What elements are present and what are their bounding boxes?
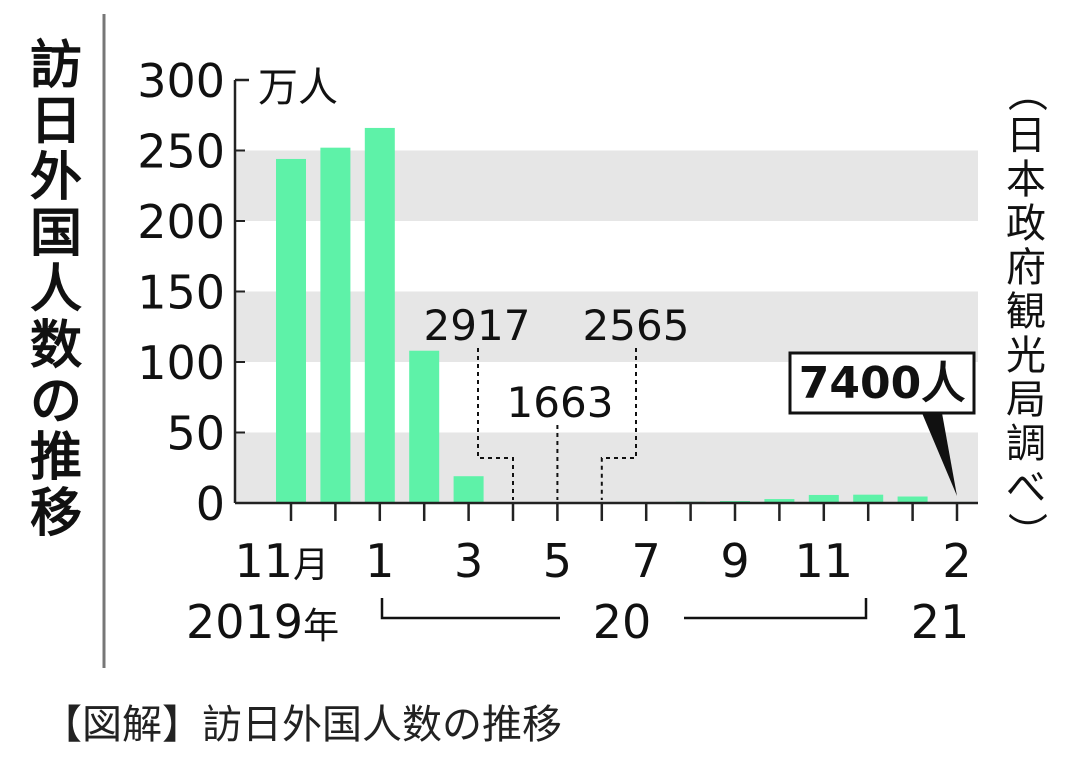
y-tick-label: 300 (137, 54, 225, 108)
source-glyph: ） (1003, 512, 1049, 552)
chart-figure: 訪日外国人数の推移 万人 300 250 200 150 100 50 0 11 月 1 3 5 7 9 11… (24, 14, 1054, 668)
title-glyph: 国 (29, 204, 82, 264)
annotation-june: 2565 (583, 301, 690, 350)
bar (276, 158, 306, 503)
year-label-2021: 21 (911, 595, 970, 649)
y-axis-unit: 万人 (258, 65, 338, 111)
annotation-may: 1663 (507, 378, 614, 427)
source-glyph: 局 (1006, 377, 1046, 423)
y-tick-label: 100 (137, 336, 225, 390)
x-tick-label: 7 (632, 534, 661, 588)
title-glyph: 数 (29, 316, 82, 376)
y-tick-label: 0 (196, 477, 225, 531)
bar (364, 127, 395, 503)
year-bracket-2020-left (380, 598, 560, 620)
bar (764, 499, 795, 503)
source-glyph: 光 (1006, 333, 1046, 379)
x-tick-label: 2 (942, 534, 971, 588)
bar (453, 476, 484, 503)
year-label-2020: 20 (593, 595, 652, 649)
x-tick-label: 11 (234, 534, 293, 588)
source-glyph: べ (1006, 465, 1046, 511)
grid-band (235, 291, 978, 362)
source-glyph: 観 (1006, 289, 1046, 335)
y-tick-label: 200 (137, 195, 225, 249)
figure-caption: 【図解】訪日外国人数の推移 (42, 702, 562, 748)
title-glyph: 人 (29, 260, 82, 320)
callout-pointer (922, 413, 957, 496)
title-glyph: 日 (29, 92, 82, 152)
title-glyph: の (29, 372, 82, 432)
y-tick-label: 150 (137, 266, 225, 320)
year-bracket-2020-right (684, 598, 868, 620)
title-glyph: 移 (29, 484, 82, 544)
source-glyph: 調 (1006, 421, 1046, 467)
annotation-april: 2917 (424, 301, 531, 350)
y-tick-label: 50 (166, 407, 225, 461)
source-glyph: 政 (1006, 201, 1046, 247)
x-tick-label: 5 (543, 534, 572, 588)
source-glyph: 本 (1006, 157, 1046, 203)
x-tick-label: 9 (720, 534, 749, 588)
title-glyph: 推 (29, 428, 82, 488)
source-note: （日本政府観光局調べ） (998, 70, 1054, 554)
bar (320, 147, 351, 503)
callout-box (788, 351, 976, 415)
title-glyph: 外 (29, 148, 82, 208)
source-glyph: 府 (1006, 245, 1046, 291)
source-glyph: （ (1003, 72, 1049, 112)
year-label-2019: 2019年 (186, 595, 339, 649)
bar (853, 494, 884, 503)
y-tick-label: 250 (137, 125, 225, 179)
title-glyph: 訪 (29, 36, 82, 96)
grid-band (235, 432, 978, 503)
x-tick-unit: 月 (293, 545, 329, 586)
x-tick-label: 11 (795, 534, 854, 588)
bar (897, 496, 928, 503)
x-tick-label: 3 (454, 534, 483, 588)
bar (808, 494, 839, 503)
chart-title: 訪日外国人数の推移 (24, 38, 88, 542)
grid-band (235, 150, 978, 221)
source-glyph: 日 (1006, 113, 1046, 159)
callout-label: 7400人 (799, 358, 965, 409)
bar (409, 350, 440, 503)
x-tick-label: 1 (365, 534, 394, 588)
